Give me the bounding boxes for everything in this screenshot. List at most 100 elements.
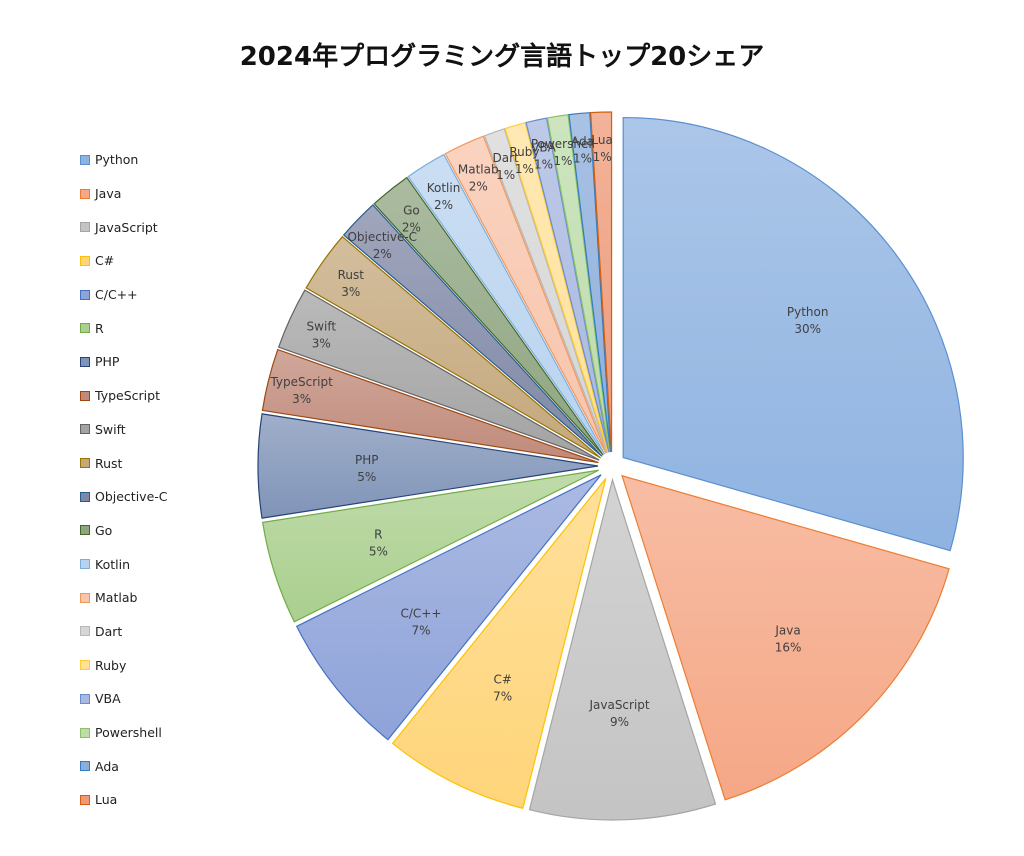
legend-item: C# (80, 244, 250, 278)
legend-item: Rust (80, 446, 250, 480)
legend-swatch (80, 255, 90, 266)
legend-label: Powershell (95, 725, 162, 741)
data-label: PHP 5% (355, 453, 379, 484)
legend-item: Python (80, 143, 250, 177)
data-label: Dart 1% (493, 151, 520, 182)
legend-label: Python (95, 152, 139, 168)
legend-swatch (80, 727, 90, 738)
legend-swatch (80, 424, 90, 435)
legend-item: PHP (80, 345, 250, 379)
legend-swatch (80, 626, 90, 637)
pie-slice-objective-c (342, 204, 603, 457)
data-label: VBA 1% (531, 140, 556, 171)
legend-item: Kotlin (80, 547, 250, 581)
pie-slice-python (622, 116, 964, 552)
legend-item: Go (80, 514, 250, 548)
legend-item: VBA (80, 682, 250, 716)
data-label: Kotlin 2% (427, 181, 461, 212)
legend-label: Ada (95, 758, 119, 774)
legend-swatch (80, 660, 90, 671)
pie-slice-c-c- (295, 474, 602, 741)
legend-label: Rust (95, 455, 123, 471)
legend-item: Dart (80, 615, 250, 649)
legend-label: Go (95, 522, 113, 538)
legend-item: Lua (80, 783, 250, 817)
data-label: Swift 3% (307, 319, 337, 350)
legend-label: Dart (95, 623, 123, 639)
pie-slice-kotlin (407, 153, 606, 455)
pie-slice-c- (391, 478, 607, 809)
pie-slice-typescript (261, 348, 599, 464)
legend-label: JavaScript (95, 219, 158, 235)
legend-item: Matlab (80, 581, 250, 615)
pie-slice-swift (277, 289, 600, 461)
legend-item: TypeScript (80, 379, 250, 413)
legend-swatch (80, 222, 90, 233)
pie-slice-ada (568, 112, 612, 453)
legend-item: Java (80, 177, 250, 211)
legend-item: JavaScript (80, 210, 250, 244)
legend-swatch (80, 491, 90, 502)
legend-swatch (80, 559, 90, 570)
data-label: Ruby 1% (509, 145, 539, 176)
pie-slice-dart (483, 128, 608, 454)
legend-item: Swift (80, 413, 250, 447)
legend-swatch (80, 525, 90, 536)
legend-label: C/C++ (95, 287, 138, 303)
pie-slice-ruby (504, 122, 609, 453)
data-label: Ada 1% (571, 134, 594, 165)
pie-slices (257, 111, 964, 821)
legend-label: Java (95, 186, 122, 202)
legend-swatch (80, 323, 90, 334)
data-label: Lua 1% (591, 133, 612, 164)
legend-label: Lua (95, 792, 118, 808)
legend-label: Kotlin (95, 556, 130, 572)
data-label: C/C++ 7% (401, 607, 442, 638)
data-label: TypeScript 3% (269, 375, 333, 406)
pie-slice-java (621, 474, 950, 801)
legend-swatch (80, 592, 90, 603)
data-label: Go 2% (402, 204, 421, 235)
legend-swatch (80, 390, 90, 401)
pie-slice-r (261, 469, 599, 623)
legend-item: Ruby (80, 648, 250, 682)
legend-item: R (80, 311, 250, 345)
legend-label: C# (95, 253, 115, 269)
legend: Python Java JavaScript C# C/C++ R PHP TypeScrip… (80, 143, 250, 817)
legend-label: Objective-C (95, 489, 168, 505)
legend-label: Ruby (95, 657, 127, 673)
legend-swatch (80, 761, 90, 772)
data-label: Objective-C 2% (347, 230, 417, 261)
data-label: Python 30% (787, 305, 829, 336)
pie-data-labels: Python 30% Java 16% JavaScript 9% C# 7% C/C++ 7% R… (269, 133, 828, 729)
data-label: C# 7% (493, 672, 512, 703)
legend-swatch (80, 794, 90, 805)
data-label: R 5% (369, 527, 388, 558)
data-label: JavaScript 9% (588, 698, 649, 729)
legend-label: R (95, 320, 104, 336)
data-label: Java 16% (774, 624, 801, 655)
pie-slice-php (257, 413, 599, 519)
legend-label: VBA (95, 691, 121, 707)
pie-slice-rust (305, 235, 601, 459)
legend-item: Ada (80, 749, 250, 783)
legend-swatch (80, 693, 90, 704)
data-label: Powershell 1% (531, 137, 595, 168)
data-label: Rust 3% (338, 268, 365, 299)
legend-item: Powershell (80, 716, 250, 750)
legend-swatch (80, 289, 90, 300)
pie-slice-lua (590, 111, 613, 453)
pie-slice-powershell (546, 114, 611, 453)
legend-item: Objective-C (80, 480, 250, 514)
legend-swatch (80, 458, 90, 469)
pie-slice-vba (525, 117, 610, 453)
pie-slice-matlab (444, 135, 607, 454)
legend-swatch (80, 154, 90, 165)
legend-label: Swift (95, 421, 126, 437)
legend-item: C/C++ (80, 278, 250, 312)
pie-slice-go (373, 176, 604, 456)
legend-label: Matlab (95, 590, 138, 606)
legend-swatch (80, 188, 90, 199)
legend-label: TypeScript (95, 388, 160, 404)
